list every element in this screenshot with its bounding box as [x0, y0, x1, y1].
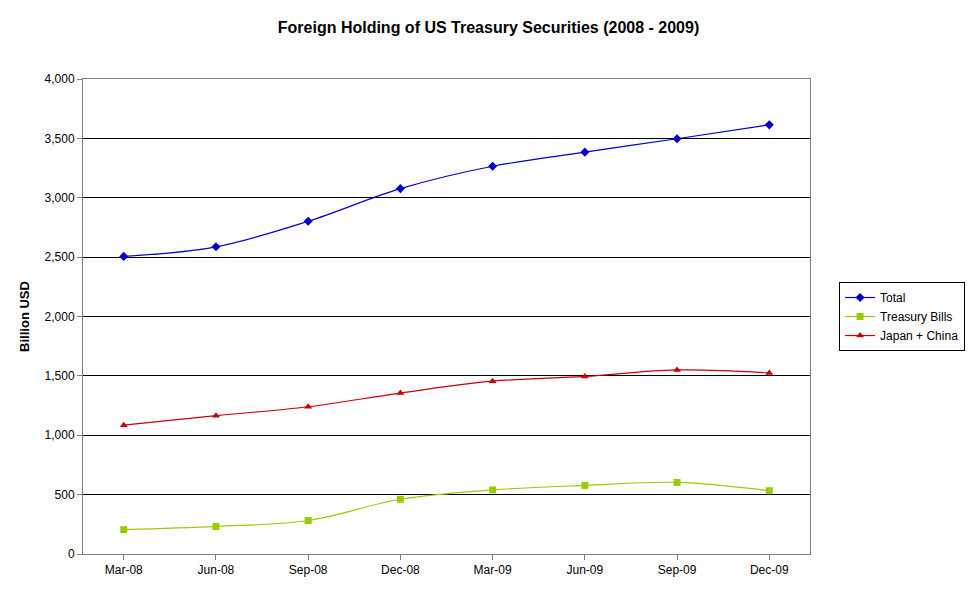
svg-text:Total: Total — [880, 291, 905, 305]
svg-text:2,000: 2,000 — [45, 310, 75, 324]
svg-text:Dec-08: Dec-08 — [381, 563, 420, 577]
svg-text:Jun-08: Jun-08 — [198, 563, 235, 577]
svg-text:1,500: 1,500 — [45, 369, 75, 383]
svg-text:500: 500 — [55, 488, 75, 502]
svg-text:1,000: 1,000 — [45, 428, 75, 442]
svg-text:3,000: 3,000 — [45, 191, 75, 205]
svg-text:Foreign Holding of US Treasury: Foreign Holding of US Treasury Securitie… — [278, 19, 699, 36]
svg-text:Billion USD: Billion USD — [17, 281, 32, 352]
svg-text:0: 0 — [68, 547, 75, 561]
svg-text:Treasury Bills: Treasury Bills — [880, 310, 952, 324]
svg-text:Dec-09: Dec-09 — [750, 563, 789, 577]
svg-text:Sep-09: Sep-09 — [658, 563, 697, 577]
svg-text:Japan + China: Japan + China — [880, 329, 958, 343]
svg-text:Sep-08: Sep-08 — [289, 563, 328, 577]
svg-text:2,500: 2,500 — [45, 250, 75, 264]
svg-text:Jun-09: Jun-09 — [566, 563, 603, 577]
svg-text:Mar-09: Mar-09 — [474, 563, 512, 577]
svg-text:Mar-08: Mar-08 — [105, 563, 143, 577]
svg-text:4,000: 4,000 — [45, 72, 75, 86]
svg-text:3,500: 3,500 — [45, 132, 75, 146]
